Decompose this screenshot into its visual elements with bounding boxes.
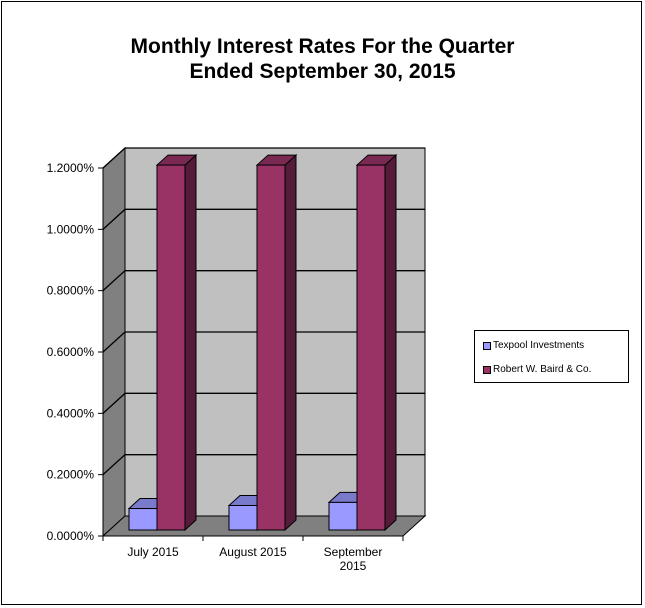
y-tick-label: 1.0000% <box>47 222 95 236</box>
gridline <box>102 331 425 353</box>
legend-item-texpool: Texpool Investments <box>483 340 584 351</box>
bar-side <box>184 153 197 532</box>
bar <box>256 164 286 531</box>
bar <box>328 501 358 531</box>
bar <box>128 508 158 531</box>
bar <box>156 164 186 531</box>
legend-label-baird: Robert W. Baird & Co. <box>493 364 592 375</box>
y-tick-label: 0.0000% <box>47 529 95 543</box>
bar <box>356 164 386 531</box>
x-tick-label: July 2015 <box>127 545 179 559</box>
gridline <box>102 147 425 169</box>
y-tick-label: 0.8000% <box>47 284 95 298</box>
chart-legend: Texpool Investments Robert W. Baird & Co… <box>474 330 629 383</box>
x-tick-label-line: 2015 <box>340 559 367 573</box>
legend-swatch-baird <box>483 365 491 374</box>
bar <box>228 504 258 531</box>
y-tick-label: 0.4000% <box>47 406 95 420</box>
chart-title-line-1: Monthly Interest Rates For the Quarter <box>130 35 515 58</box>
y-tick-label: 0.6000% <box>47 345 95 359</box>
x-tick-label-line: July 2015 <box>127 545 179 559</box>
bar-side <box>284 153 297 532</box>
chart-title-line-2: Ended September 30, 2015 <box>189 60 456 83</box>
x-tick-label: September 2015 <box>324 545 383 573</box>
legend-swatch-texpool <box>483 341 491 350</box>
gridline <box>102 454 425 476</box>
gridline <box>102 208 425 230</box>
gridline <box>102 392 425 414</box>
x-tick-label-line: September <box>324 545 383 559</box>
chart-title: Monthly Interest Rates For the Quarter E… <box>0 34 645 84</box>
x-tick-label-line: August 2015 <box>219 545 287 559</box>
y-tick-label: 1.2000% <box>47 161 95 175</box>
gridline <box>102 270 425 292</box>
bar-side <box>384 153 397 532</box>
legend-item-baird: Robert W. Baird & Co. <box>483 364 591 375</box>
x-tick-label: August 2015 <box>219 545 287 559</box>
legend-label-texpool: Texpool Investments <box>493 340 585 351</box>
y-tick-label: 0.2000% <box>47 468 95 482</box>
